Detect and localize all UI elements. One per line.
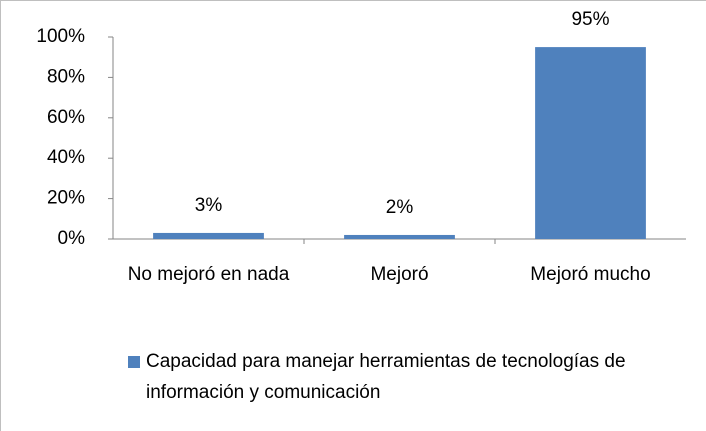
y-tick-label: 0% — [58, 228, 86, 249]
data-label: 2% — [386, 197, 414, 218]
y-tick-label: 20% — [47, 188, 85, 209]
x-tick-label: No mejoró en nada — [127, 264, 290, 285]
y-tick-label: 100% — [36, 26, 85, 47]
bar — [535, 47, 646, 239]
y-tick-label: 80% — [47, 66, 85, 87]
legend-label: Capacidad para manejar herramientas de t… — [146, 351, 626, 403]
data-label: 95% — [571, 9, 609, 30]
bar — [153, 232, 264, 239]
legend-swatch — [128, 356, 140, 368]
y-tick-label: 40% — [47, 147, 85, 168]
y-tick-label: 60% — [47, 107, 85, 128]
x-tick-label: Mejoró mucho — [530, 264, 651, 285]
bar — [344, 234, 455, 239]
x-tick-label: Mejoró — [370, 264, 429, 285]
legend: Capacidad para manejar herramientas de t… — [128, 346, 668, 408]
data-label: 3% — [195, 195, 223, 216]
